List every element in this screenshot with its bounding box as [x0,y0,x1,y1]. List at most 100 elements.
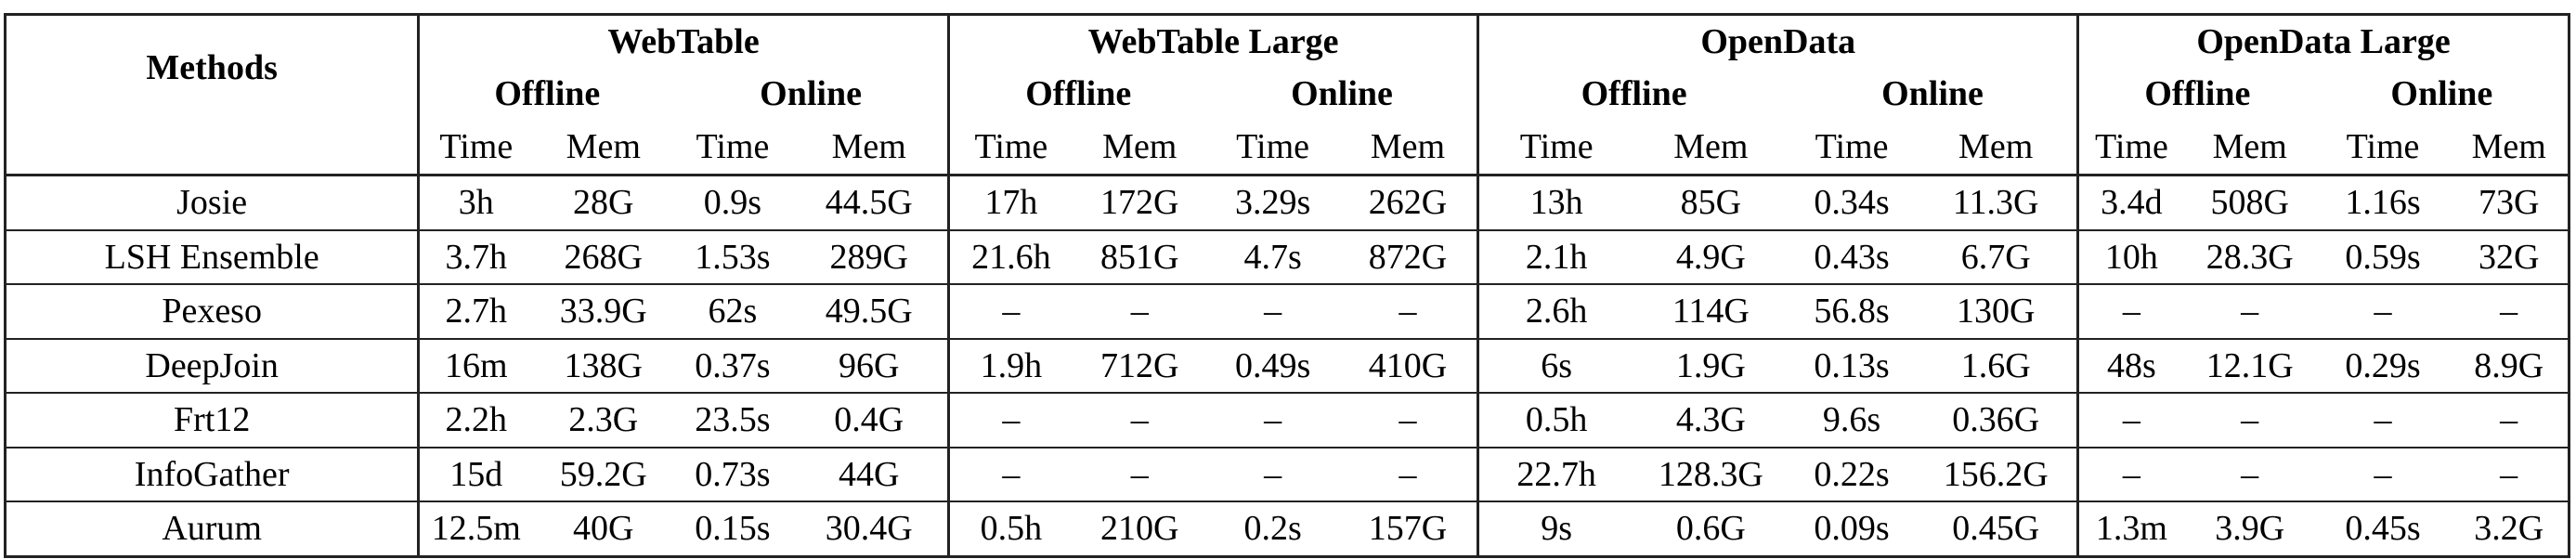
header-row-phases: Offline Online Offline Online Offline On… [6,68,2569,120]
group-header-opendata: OpenData [1477,14,2078,68]
value-cell: 210G [1100,509,1179,549]
value-cell: 59.2G [532,447,675,502]
metric-header-time: Time [2076,120,2184,176]
value-cell: 4.3G [1633,393,1789,448]
value-cell: 0.22s [1788,447,1916,502]
value-cell: 410G [1338,338,1478,394]
table-row: Aurum 12.5m 40G 0.15s 30.4G 0.5h 210G 0.2s 157G 9… [6,501,2569,556]
value-cell: – [1338,393,1478,448]
metric-header-mem: Mem [2450,120,2569,176]
table-body: Josie 3h 28G 0.9s 44.5G 17h 172G 3.29s 262G 13h 85… [5,175,2569,556]
value-cell: – [946,284,1073,340]
value-cell: 3.29s [1206,175,1339,231]
value-cell: – [1206,447,1339,502]
results-table: Methods WebTable WebTable Large OpenData… [4,13,2570,558]
value-cell: 0.6G [1675,509,1746,549]
value-cell: – [2450,447,2569,502]
value-cell: 40G [573,509,634,549]
value-cell: 268G [532,229,675,285]
value-cell: – [1338,284,1478,340]
value-cell: 1.3m [2076,501,2184,556]
metric-header-time: Time [674,120,791,176]
value-cell: 0.15s [695,509,771,549]
value-cell: 0.5h [946,501,1073,556]
value-cell: 2.2h [417,393,533,448]
value-cell: 0.43s [1788,229,1916,285]
value-cell: 1.9h [946,338,1073,394]
group-header-opendata-large: OpenData Large [2076,14,2569,68]
value-cell: 0.34s [1788,175,1916,231]
value-cell: 0.73s [674,447,791,502]
value-cell: 1.6G [1915,338,2078,394]
value-cell: 22.7h [1477,447,1633,502]
value-cell: – [2076,393,2184,448]
value-cell: – [2076,284,2184,340]
value-cell: 3.2G [2474,509,2544,549]
metrics-header-spacer [5,120,419,176]
value-cell: 262G [1338,175,1478,231]
value-cell: 0.29s [2315,338,2451,394]
value-cell: – [1072,284,1207,340]
value-cell: 0.45s [2345,509,2421,549]
metric-header-mem: Mem [1915,120,2078,176]
table-row: Josie 3h 28G 0.9s 44.5G 17h 172G 3.29s 262G 13h 85… [5,175,2569,231]
value-cell: 0.36G [1915,393,2078,448]
value-cell: 0.45G [1952,509,2040,549]
methods-header: Methods [146,48,278,87]
value-cell: 13h [1477,175,1633,231]
value-cell: 138G [532,338,675,394]
value-cell: – [1338,447,1478,502]
value-cell: 114G [1633,284,1789,340]
value-cell: – [2315,393,2451,448]
value-cell: 12.5m [417,501,533,556]
value-cell: 48s [2076,338,2184,394]
phase-header-offline: Offline [417,68,675,120]
value-cell: 21.6h [946,229,1073,285]
value-cell: 3.7h [417,229,533,285]
value-cell: 62s [674,284,791,340]
header-row-groups: Methods WebTable WebTable Large OpenData… [6,14,2569,85]
metric-header-time: Time [1206,120,1339,176]
value-cell: 28.3G [2183,229,2316,285]
phase-header-offline: Offline [2076,68,2316,120]
value-cell: 2.6h [1477,284,1633,340]
value-cell: 0.09s [1814,509,1890,549]
value-cell: 4.9G [1633,229,1789,285]
value-cell: 0.4G [790,393,949,448]
header-row-metrics: Time Mem Time Mem Time Mem Time Mem Time… [5,120,2569,176]
value-cell: 0.49s [1206,338,1339,394]
value-cell: 508G [2183,175,2316,231]
value-cell: – [2183,284,2316,340]
value-cell: 156.2G [1915,447,2078,502]
value-cell: – [2315,447,2451,502]
value-cell: 17h [946,175,1073,231]
value-cell: 4.7s [1206,229,1339,285]
value-cell: 130G [1915,284,2078,340]
value-cell: 1.16s [2315,175,2451,231]
metric-header-time: Time [1477,120,1633,176]
value-cell: 28G [532,175,675,231]
method-name-cell: Aurum [162,509,262,549]
value-cell: 0.9s [674,175,791,231]
value-cell: 2.7h [417,284,533,340]
metric-header-mem: Mem [2183,120,2316,176]
value-cell: – [1072,447,1207,502]
value-cell: – [2450,284,2569,340]
table-row: Frt12 2.2h 2.3G 23.5s 0.4G – – – –0.5h 4.3G 9.6s 0.… [5,393,2569,448]
value-cell: 15d [417,447,533,502]
group-header-webtable-large: WebTable Large [946,14,1478,68]
value-cell: 157G [1368,509,1448,549]
value-cell: 44G [790,447,949,502]
value-cell: 1.9G [1633,338,1789,394]
value-cell: – [1072,393,1207,448]
value-cell: 32G [2450,229,2569,285]
method-name-cell: Josie [5,175,419,231]
metric-header-mem: Mem [1072,120,1207,176]
value-cell: – [2183,393,2316,448]
method-name-cell: DeepJoin [5,338,419,394]
metric-header-time: Time [2315,120,2451,176]
value-cell: 44.5G [790,175,949,231]
value-cell: 3.4d [2076,175,2184,231]
value-cell: 712G [1072,338,1207,394]
value-cell: – [946,447,1073,502]
